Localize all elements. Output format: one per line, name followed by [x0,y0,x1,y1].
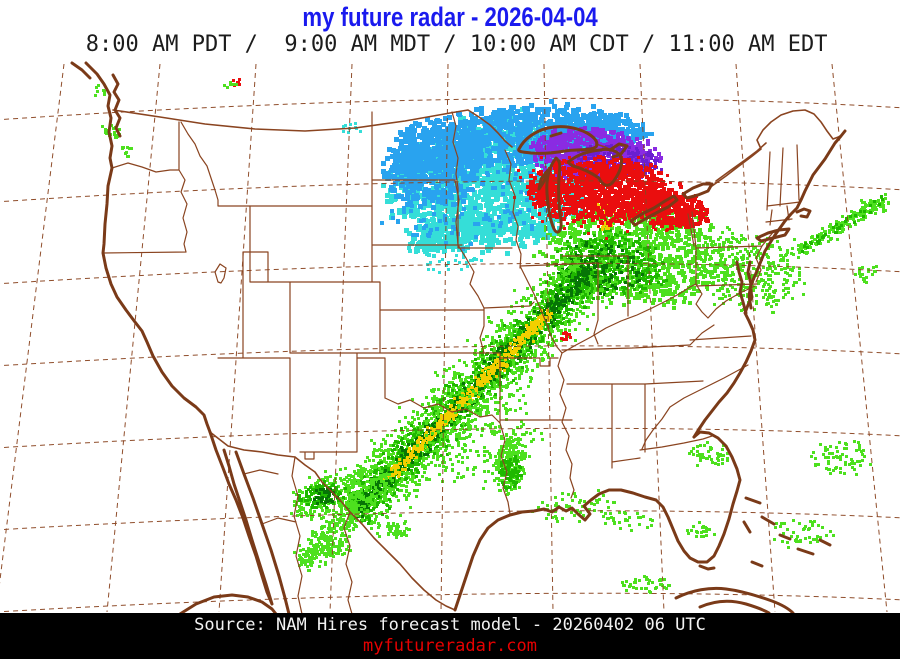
coastline [70,61,847,616]
source-text: Source: NAM Hires forecast model - 20260… [194,615,706,635]
time-subtitle: 8:00 AM PDT / 9:00 AM MDT / 10:00 AM CDT… [72,32,828,57]
footer-bar: Source: NAM Hires forecast model - 20260… [0,613,900,659]
state-borders [102,111,801,615]
header: my future radar - 2026-04-04 8:00 AM PDT… [0,0,900,58]
website-link[interactable]: myfutureradar.com [363,636,537,656]
radar-precip-layer [94,78,890,594]
canada-border [112,109,842,611]
page-title: my future radar - 2026-04-04 [302,2,598,32]
great-lakes-outlines [517,125,714,234]
